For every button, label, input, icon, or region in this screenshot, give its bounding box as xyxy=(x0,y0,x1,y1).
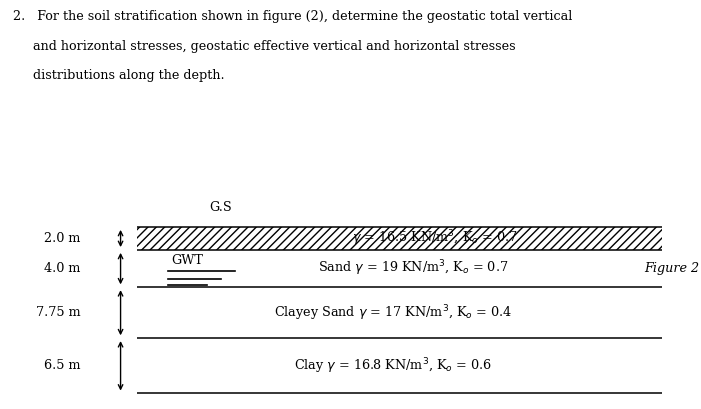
Text: GWT: GWT xyxy=(172,254,203,267)
Text: Clayey Sand $\gamma$ = 17 KN/m$^3$, K$_o$ = 0.4: Clayey Sand $\gamma$ = 17 KN/m$^3$, K$_o… xyxy=(273,303,512,323)
Text: Figure 2: Figure 2 xyxy=(644,262,699,275)
Text: $\gamma$ = 16.5 KN/m$^3$, K$_o$ = 0.7: $\gamma$ = 16.5 KN/m$^3$, K$_o$ = 0.7 xyxy=(352,229,517,248)
Text: 2.   For the soil stratification shown in figure (2), determine the geostatic to: 2. For the soil stratification shown in … xyxy=(13,10,572,23)
Text: Sand $\gamma$ = 19 KN/m$^3$, K$_o$ = 0.7: Sand $\gamma$ = 19 KN/m$^3$, K$_o$ = 0.7 xyxy=(318,259,509,279)
Text: and horizontal stresses, geostatic effective vertical and horizontal stresses: and horizontal stresses, geostatic effec… xyxy=(13,40,515,53)
Text: G.S: G.S xyxy=(210,201,232,214)
Text: 2.0 m: 2.0 m xyxy=(44,232,81,245)
Text: 6.5 m: 6.5 m xyxy=(44,360,81,372)
Text: 7.75 m: 7.75 m xyxy=(36,306,81,319)
Bar xyxy=(137,227,662,250)
Text: distributions along the depth.: distributions along the depth. xyxy=(13,69,224,82)
Text: 4.0 m: 4.0 m xyxy=(44,262,81,275)
Text: Clay $\gamma$ = 16.8 KN/m$^3$, K$_o$ = 0.6: Clay $\gamma$ = 16.8 KN/m$^3$, K$_o$ = 0… xyxy=(294,356,491,375)
